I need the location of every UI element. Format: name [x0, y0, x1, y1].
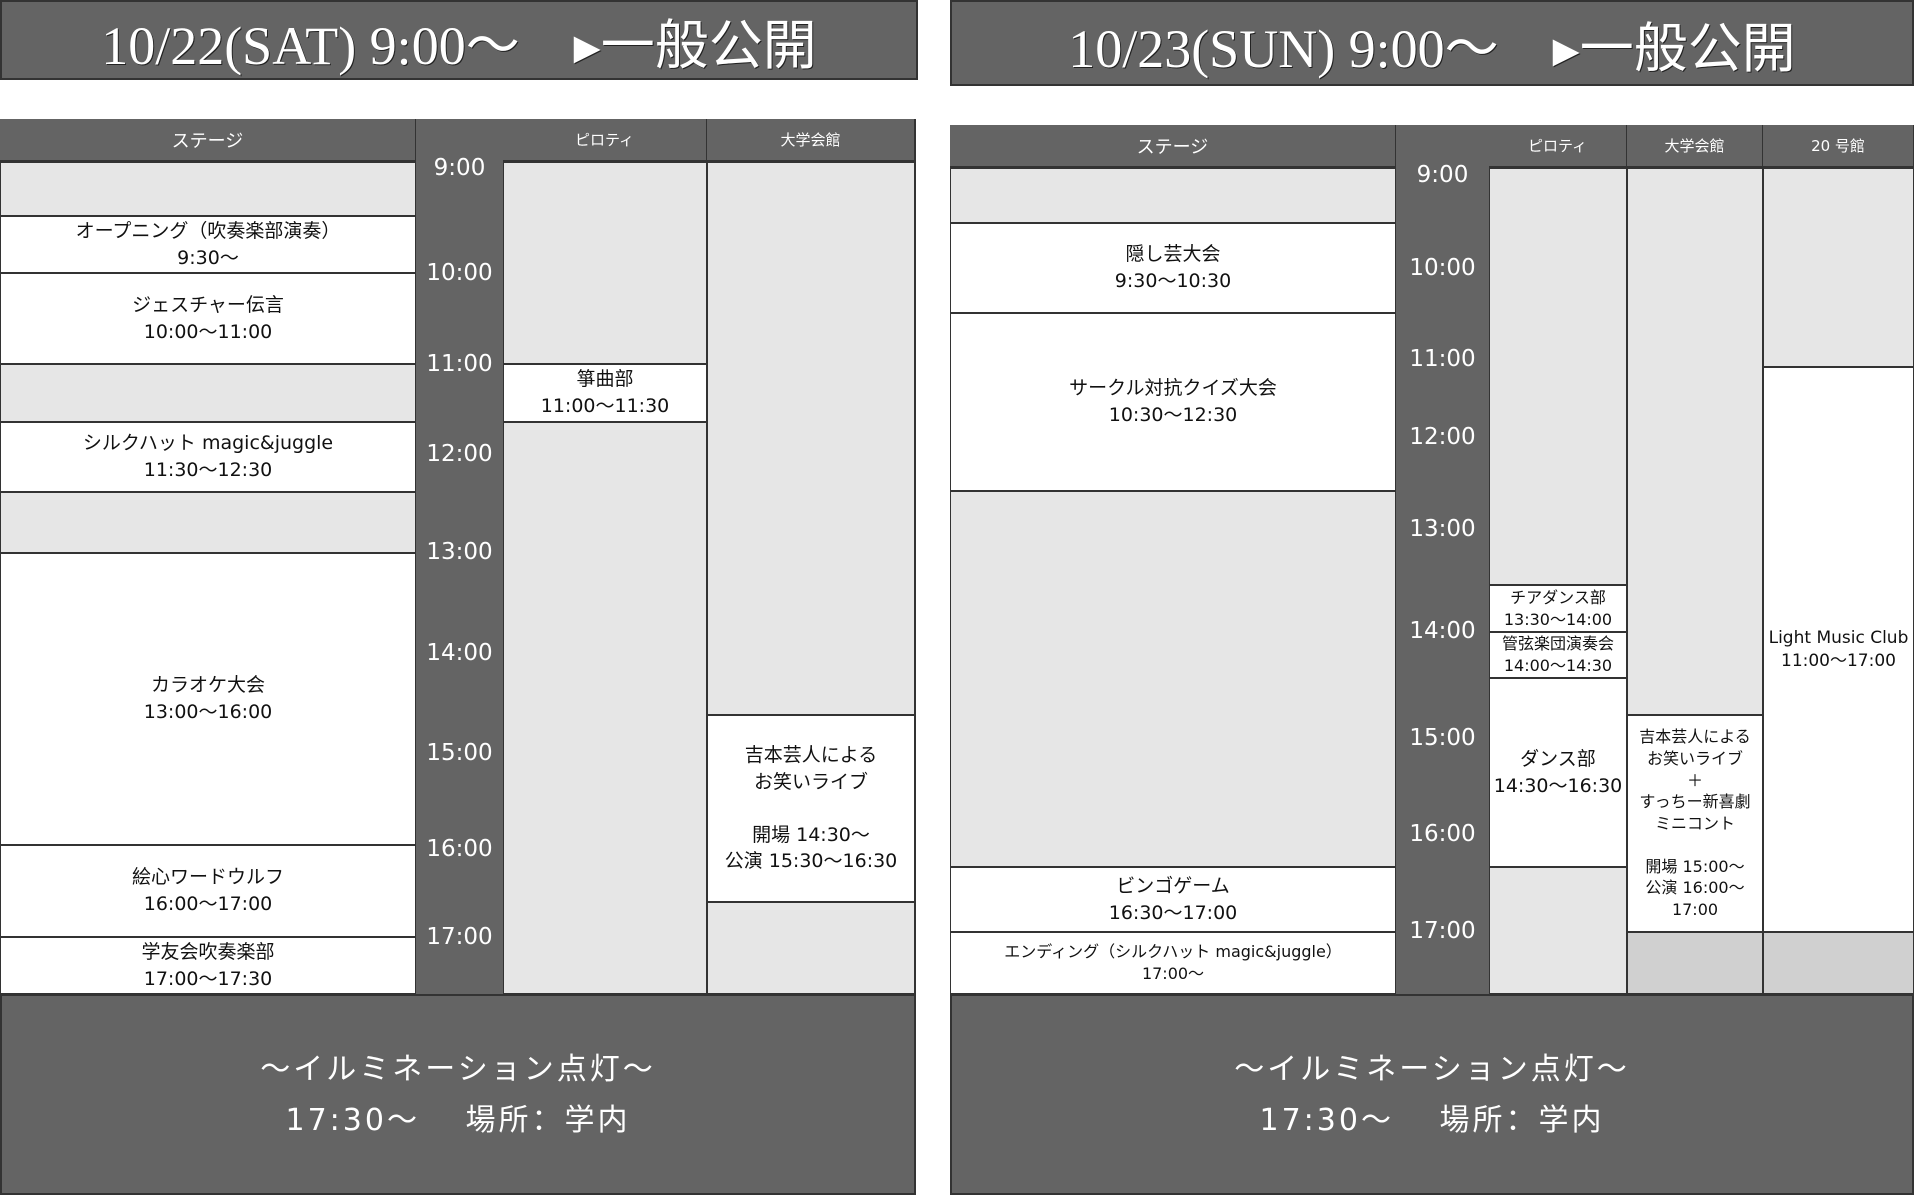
- time-label: 13:00: [426, 539, 493, 565]
- day1-illumination-box: ～イルミネーション点灯～ 17:30～ 場所：学内: [0, 994, 916, 1195]
- empty-slot: [1489, 867, 1627, 994]
- day2-illumination-box: ～イルミネーション点灯～ 17:30～ 場所：学内: [950, 994, 1914, 1195]
- day2-header-pilotis: ピロティ: [1489, 125, 1627, 168]
- empty-slot: [1627, 168, 1763, 715]
- empty-slot: [0, 162, 416, 216]
- time-label: 14:00: [426, 640, 493, 666]
- time-label: 10:00: [426, 260, 493, 286]
- time-label: 15:00: [426, 740, 493, 766]
- time-label: 12:00: [426, 441, 493, 467]
- empty-slot: [0, 364, 416, 422]
- day2-header-hall: 大学会館: [1627, 125, 1763, 168]
- day2-title: 10/23(SUN) 9:00～ ▸一般公開: [950, 0, 1914, 86]
- day1-header-stage: ステージ: [0, 119, 416, 162]
- event-wordwolf: 絵心ワードウルフ 16:00～17:00: [0, 845, 416, 937]
- illumination-title: ～イルミネーション点灯～: [1234, 1051, 1630, 1087]
- event-koto: 箏曲部 11:00～11:30: [503, 364, 707, 422]
- time-label: 16:00: [1409, 821, 1476, 847]
- event-gesture: ジェスチャー伝言 10:00～11:00: [0, 273, 416, 364]
- empty-slot: [1763, 168, 1914, 367]
- event-bingo: ビンゴゲーム 16:30～17:00: [950, 867, 1396, 932]
- event-brass-band: 学友会吹奏楽部 17:00～17:30: [0, 937, 416, 994]
- time-label: 15:00: [1409, 725, 1476, 751]
- time-label: 9:00: [433, 155, 486, 181]
- day1-title: 10/22(SAT) 9:00～ ▸一般公開: [0, 0, 918, 80]
- time-label: 14:00: [1409, 618, 1476, 644]
- illumination-title: ～イルミネーション点灯～: [260, 1051, 656, 1087]
- day2-header-stage: ステージ: [950, 125, 1396, 168]
- illumination-time-place: 17:30～ 場所：学内: [285, 1102, 631, 1138]
- event-quiz: サークル対抗クイズ大会 10:30～12:30: [950, 313, 1396, 491]
- day2-time-column: 9:00 10:00 11:00 12:00 13:00 14:00 15:00…: [1396, 125, 1489, 995]
- empty-slot: [1489, 168, 1627, 585]
- event-ending: エンディング（シルクハット magic&juggle） 17:00～: [950, 932, 1396, 994]
- event-cheer-dance: チアダンス部 13:30～14:00: [1489, 585, 1627, 632]
- empty-slot: [0, 492, 416, 553]
- time-label: 11:00: [426, 351, 493, 377]
- event-opening: オープニング（吹奏楽部演奏） 9:30～: [0, 216, 416, 273]
- empty-slot: [503, 422, 707, 994]
- event-karaoke: カラオケ大会 13:00～16:00: [0, 553, 416, 845]
- empty-slot: [950, 491, 1396, 867]
- closed-slot: [1763, 932, 1914, 994]
- empty-slot: [707, 162, 915, 715]
- day1-header-pilotis: ピロティ: [503, 119, 707, 162]
- event-yoshimoto-live: 吉本芸人による お笑いライブ 開場 14:30～ 公演 15:30～16:30: [707, 715, 915, 902]
- day1-header-hall: 大学会館: [707, 119, 915, 162]
- day1-time-column: 9:00 10:00 11:00 12:00 13:00 14:00 15:00…: [416, 119, 503, 995]
- time-label: 17:00: [1409, 918, 1476, 944]
- event-yoshimoto-live: 吉本芸人による お笑いライブ ＋ すっちー新喜劇 ミニコント 開場 15:00～…: [1627, 715, 1763, 932]
- event-silkhat: シルクハット magic&juggle 11:30～12:30: [0, 422, 416, 492]
- event-dance-club: ダンス部 14:30～16:30: [1489, 678, 1627, 867]
- time-label: 12:00: [1409, 424, 1476, 450]
- illumination-time-place: 17:30～ 場所：学内: [1259, 1102, 1605, 1138]
- time-label: 17:00: [426, 924, 493, 950]
- day2-header-bldg20: 20 号館: [1763, 125, 1914, 168]
- event-light-music: Light Music Club 11:00～17:00: [1763, 367, 1914, 932]
- time-label: 16:00: [426, 836, 493, 862]
- event-hidden-talent: 隠し芸大会 9:30～10:30: [950, 223, 1396, 313]
- time-label: 9:00: [1416, 162, 1469, 188]
- time-label: 10:00: [1409, 255, 1476, 281]
- empty-slot: [503, 162, 707, 364]
- time-label: 13:00: [1409, 516, 1476, 542]
- closed-slot: [1627, 932, 1763, 994]
- time-label: 11:00: [1409, 346, 1476, 372]
- event-orchestra: 管弦楽団演奏会 14:00～14:30: [1489, 632, 1627, 678]
- empty-slot: [707, 902, 915, 994]
- empty-slot: [950, 168, 1396, 223]
